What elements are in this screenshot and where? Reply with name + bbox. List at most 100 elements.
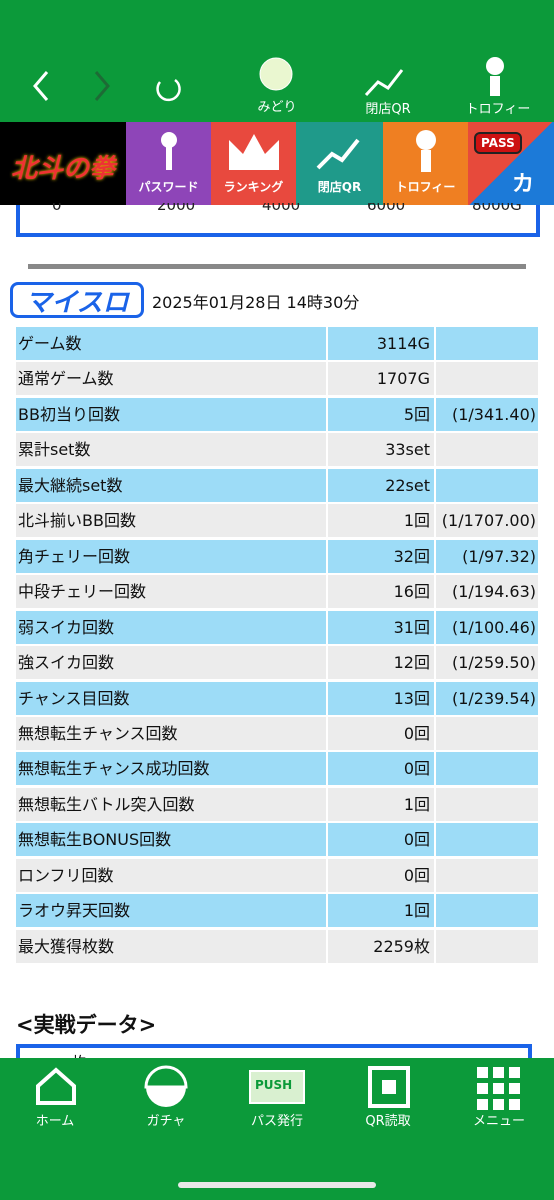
row-ratio: (1/1707.00) (436, 504, 538, 538)
row-value: 0回 (328, 716, 434, 750)
row-value: 1707G (328, 362, 434, 396)
nav-qr[interactable]: QR読取 (365, 1114, 411, 1129)
banner-label: トロフィー (395, 180, 456, 194)
back-button[interactable] (33, 71, 49, 101)
reload-button[interactable] (156, 78, 181, 102)
footer-icons (36, 1065, 520, 1188)
row-label: BB初当り回数 (16, 397, 326, 431)
pass-logo: PASS (474, 132, 522, 154)
closing-qr-icon (364, 69, 404, 97)
row-value: 31回 (328, 610, 434, 644)
banner-label: 閉店QR (317, 180, 362, 194)
chart-icon (316, 138, 360, 170)
row-label: 無想転生チャンス成功回数 (16, 752, 326, 786)
nav-menu[interactable]: メニュー (472, 1114, 525, 1129)
gacha-top (144, 1065, 188, 1089)
crown-icon (229, 134, 279, 170)
row-label: ゲーム数 (16, 327, 326, 360)
row-value: 16回 (328, 575, 434, 609)
banner-label: ランキング (223, 180, 284, 194)
row-ratio: (1/239.54) (436, 681, 538, 715)
axis-label: 2000 (157, 196, 196, 214)
row-label: 累計set数 (16, 433, 326, 467)
row-label: 北斗揃いBB回数 (16, 504, 326, 538)
menu-icon (477, 1067, 520, 1110)
row-label: 角チェリー回数 (16, 539, 326, 573)
row-value: 33set (328, 433, 434, 467)
hokuto-logo: 北斗の拳 (10, 154, 115, 184)
row-label: 無想転生チャンス回数 (16, 716, 326, 750)
row-label: 通常ゲーム数 (16, 362, 326, 396)
row-label: 強スイカ回数 (16, 646, 326, 680)
nav-gacha[interactable]: ガチャ (146, 1114, 186, 1129)
key-icon (161, 132, 177, 170)
row-value: 1回 (328, 894, 434, 928)
row-ratio (436, 433, 538, 467)
home-icon (36, 1067, 76, 1105)
row-label: 最大獲得枚数 (16, 929, 326, 963)
row-label: チャンス目回数 (16, 681, 326, 715)
myslo-logo: マイスロ (10, 282, 144, 318)
nav-trophy[interactable]: トロフィー (465, 102, 531, 117)
midori-icon (259, 57, 293, 91)
nav-midori[interactable]: みどり (257, 100, 297, 115)
axis-label: 6000 (367, 196, 406, 214)
row-label: ラオウ昇天回数 (16, 894, 326, 928)
row-ratio (436, 929, 538, 963)
axis-label: 8000G (472, 196, 522, 214)
logo-banner[interactable]: 北斗の拳 (0, 122, 126, 205)
row-value: 32回 (328, 539, 434, 573)
home-indicator (178, 1182, 376, 1188)
row-ratio: (1/259.50) (436, 646, 538, 680)
ranking-banner[interactable]: ランキング (211, 122, 296, 205)
row-label: ロンフリ回数 (16, 858, 326, 892)
password-banner[interactable]: パスワード (126, 122, 211, 205)
row-value: 12回 (328, 646, 434, 680)
forward-button[interactable] (94, 71, 110, 101)
row-ratio: (1/341.40) (436, 397, 538, 431)
row-value: 1回 (328, 787, 434, 821)
row-value: 2259枚 (328, 929, 434, 963)
separator (28, 264, 526, 269)
row-value: 1回 (328, 504, 434, 538)
row-ratio (436, 823, 538, 857)
pass-banner[interactable]: PASS カチ (468, 122, 554, 229)
date: 2025年01月28日 14時30分 (152, 293, 360, 312)
row-value: 13回 (328, 681, 434, 715)
row-value: 0回 (328, 823, 434, 857)
nav-home[interactable]: ホーム (35, 1114, 75, 1129)
trophy-icon (416, 130, 436, 172)
banner-label: パスワード (138, 180, 199, 194)
row-value: 5回 (328, 397, 434, 431)
header-icons (33, 57, 504, 102)
row-ratio (436, 752, 538, 786)
trophy-icon (486, 57, 504, 75)
axis-label: 0 (52, 196, 62, 214)
row-label: 弱スイカ回数 (16, 610, 326, 644)
kachi-logo: カチ (512, 172, 535, 229)
qr-icon-center (382, 1080, 396, 1094)
footer: PUSH (0, 1058, 554, 1200)
row-ratio (436, 716, 538, 750)
row-ratio (436, 468, 538, 502)
row-ratio (436, 858, 538, 892)
closing-qr-banner[interactable]: 閉店QR (296, 122, 383, 205)
row-ratio: (1/194.63) (436, 575, 538, 609)
nav-pass[interactable]: パス発行 (250, 1114, 303, 1129)
row-ratio: (1/97.32) (436, 539, 538, 573)
push-label: PUSH (255, 1078, 293, 1092)
row-ratio (436, 787, 538, 821)
qr-icon (368, 1066, 410, 1108)
section-title: <実戦データ> (16, 1013, 157, 1037)
axis-label: 4000 (262, 196, 301, 214)
row-label: 無想転生BONUS回数 (16, 823, 326, 857)
row-label: 中段チェリー回数 (16, 575, 326, 609)
row-value: 0回 (328, 858, 434, 892)
row-value: 3114G (328, 327, 434, 360)
nav-closing-qr[interactable]: 閉店QR (365, 102, 411, 117)
row-ratio: (1/100.46) (436, 610, 538, 644)
row-value: 22set (328, 468, 434, 502)
graph-box (16, 205, 540, 237)
trophy-banner[interactable]: トロフィー (383, 122, 468, 205)
